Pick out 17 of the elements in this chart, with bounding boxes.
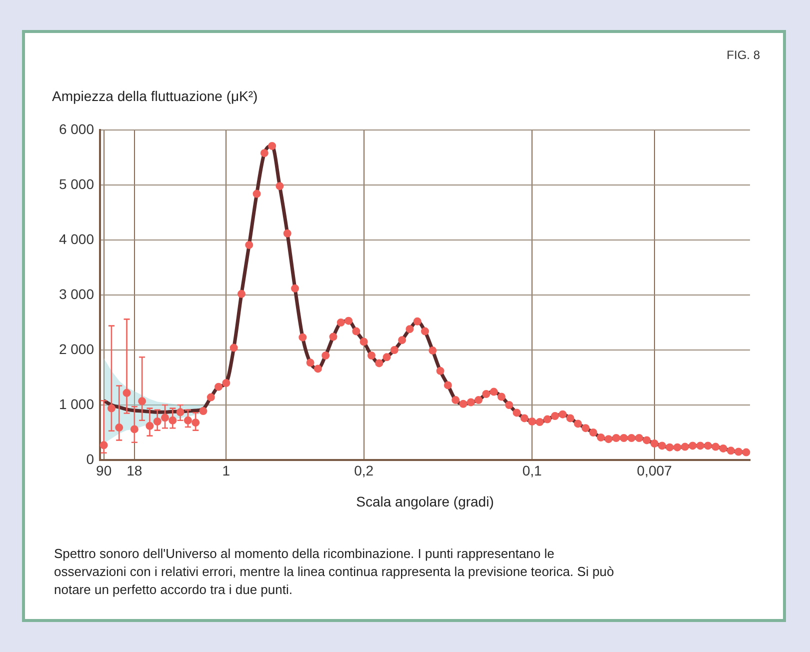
- x-tick-label: 18: [126, 462, 142, 478]
- x-axis-title: Scala angolare (gradi): [356, 493, 494, 510]
- y-tick-label: 2 000: [58, 340, 94, 357]
- y-axis-title: Ampiezza della fluttuazione (μK²): [52, 88, 258, 104]
- y-tick-label: 0: [86, 450, 94, 467]
- text: Spettro sonoro dell'Universo al momento della ricombinazione. I punti rappresentano le osservazioni con i relativi errori, mentre la linea continua rappresenta la previsione teorica. Si può notare un perfetto accordo tra i due punti.: [54, 545, 614, 599]
- y-tick-label: 5 000: [58, 176, 94, 192]
- y-tick-label: 4 000: [58, 230, 94, 247]
- x-tick-label: 0,2: [354, 462, 374, 478]
- x-tick-label: 0,1: [522, 462, 542, 478]
- x-tick-label: 0,007: [636, 462, 672, 478]
- y-tick-label: 6 000: [58, 120, 94, 137]
- caption: FIG. 8: [726, 48, 760, 62]
- x-tick-label: 90: [96, 462, 112, 478]
- y-tick-label: 1 000: [58, 396, 94, 412]
- x-tick-label: 1: [222, 462, 230, 478]
- y-tick-label: 3 000: [58, 286, 94, 302]
